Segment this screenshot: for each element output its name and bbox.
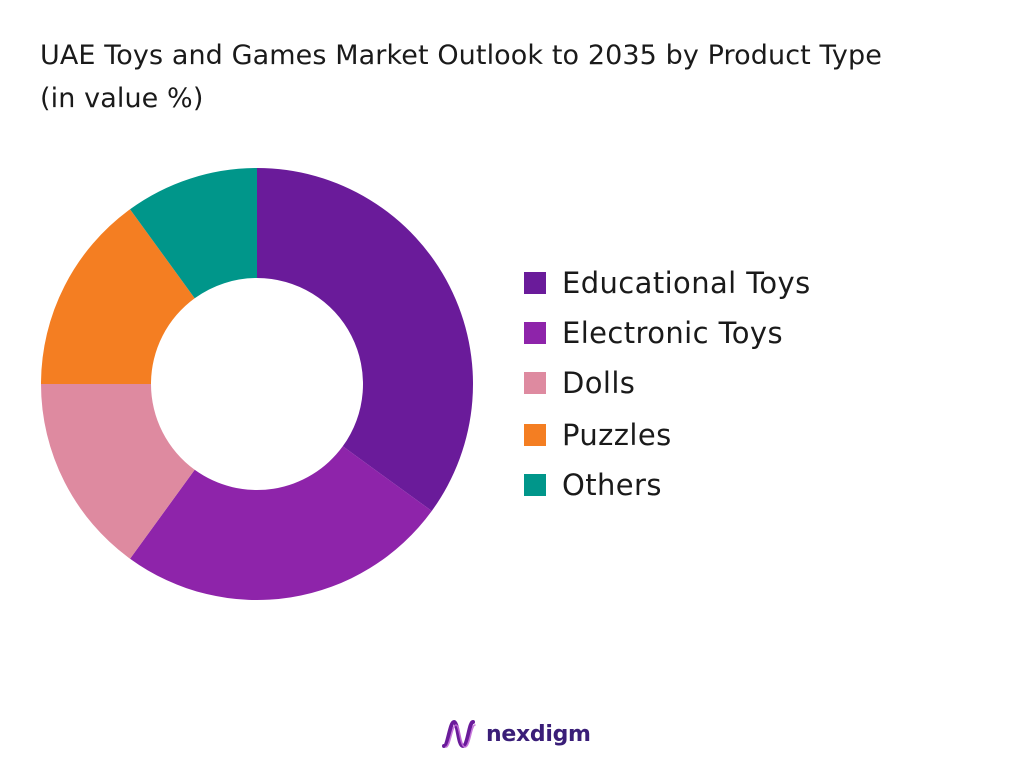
donut-slice-educational-toys — [257, 168, 473, 511]
chart-subtitle: (in value %) — [40, 83, 204, 114]
legend-label: Others — [562, 468, 662, 502]
donut-slice-dolls — [41, 384, 195, 559]
donut-chart — [41, 168, 473, 601]
legend-swatch — [524, 272, 546, 294]
legend-item: Dolls — [524, 358, 811, 408]
legend-swatch — [524, 322, 546, 344]
legend-item: Others — [524, 460, 811, 510]
donut-slice-puzzles — [41, 209, 195, 384]
donut-slice-others — [130, 168, 257, 299]
chart-title: UAE Toys and Games Market Outlook to 203… — [40, 34, 1010, 120]
legend-item: Educational Toys — [524, 258, 811, 308]
legend-swatch — [524, 424, 546, 446]
legend-label: Educational Toys — [562, 266, 811, 300]
nexdigm-logo-icon — [442, 719, 476, 749]
chart-title-main: UAE Toys and Games Market Outlook to 203… — [40, 40, 882, 71]
legend-swatch — [524, 372, 546, 394]
legend-label: Electronic Toys — [562, 316, 783, 350]
brand: nexdigm — [440, 714, 591, 754]
legend-label: Dolls — [562, 366, 636, 400]
donut-slice-electronic-toys — [130, 446, 432, 601]
legend-item: Puzzles — [524, 410, 811, 460]
brand-name: nexdigm — [486, 721, 591, 747]
legend-label: Puzzles — [562, 418, 672, 452]
legend-item: Electronic Toys — [524, 308, 811, 358]
legend-swatch — [524, 474, 546, 496]
chart-legend: Educational Toys Electronic Toys Dolls Puzz… — [524, 258, 811, 510]
